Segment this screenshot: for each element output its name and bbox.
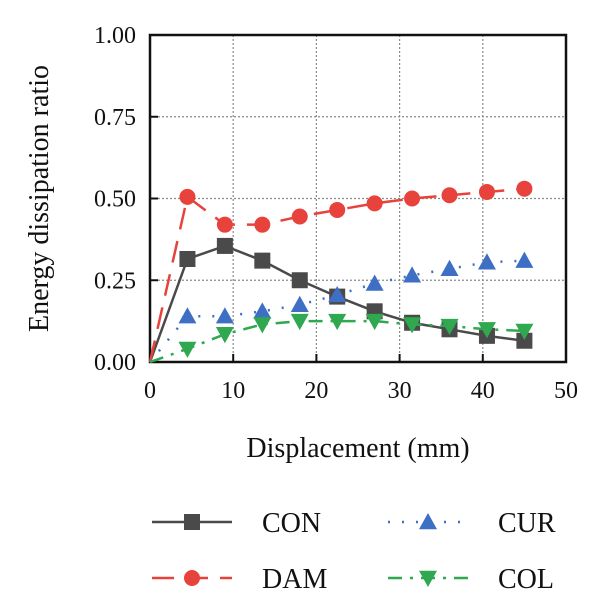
data-point-cur xyxy=(215,307,234,324)
x-tick-label: 10 xyxy=(221,378,245,404)
data-point-cur xyxy=(365,274,384,291)
y-tick-label: 0.75 xyxy=(94,105,136,131)
data-point-con xyxy=(216,237,233,254)
legend-item-dam: DAM xyxy=(152,564,327,595)
series-line-cur xyxy=(149,259,525,363)
legend-marker-cur xyxy=(419,513,437,530)
y-tick-label: 0.25 xyxy=(94,268,136,294)
data-point-dam xyxy=(516,180,533,197)
data-point-cur xyxy=(328,285,347,303)
data-point-con xyxy=(516,332,533,349)
data-point-dam xyxy=(291,208,308,225)
series-line-col xyxy=(149,319,525,364)
data-point-col xyxy=(440,318,459,336)
legend-marker-col xyxy=(419,570,437,587)
x-tick-label: 20 xyxy=(304,378,328,404)
series-cur xyxy=(149,251,534,363)
data-point-con xyxy=(179,250,196,267)
data-point-dam xyxy=(179,188,196,205)
x-tick-label: 50 xyxy=(554,378,578,404)
series-line-dam xyxy=(148,187,525,363)
data-point-cur xyxy=(253,302,272,319)
data-point-col xyxy=(253,317,272,334)
legend-label-cur: CUR xyxy=(498,508,556,539)
legend: CON CUR DAM COL xyxy=(152,508,556,595)
data-point-cur xyxy=(290,295,309,312)
series-dam xyxy=(148,180,533,363)
legend-label-con: CON xyxy=(262,508,321,539)
data-point-cur xyxy=(477,253,496,270)
y-tick-label: 1.00 xyxy=(94,23,136,49)
data-point-col xyxy=(328,313,347,331)
data-point-col xyxy=(477,322,496,339)
legend-item-con: CON xyxy=(152,508,321,539)
data-point-cur xyxy=(403,266,422,283)
data-point-dam xyxy=(254,216,271,233)
data-point-col xyxy=(215,327,234,344)
data-point-dam xyxy=(329,201,346,218)
axes: 0 10 20 30 40 50 0.00 0.25 0.50 0.75 1.00 xyxy=(94,23,578,404)
data-point-dam xyxy=(441,187,458,204)
data-point-col xyxy=(290,313,309,331)
grid xyxy=(150,35,566,362)
data-point-cur xyxy=(515,251,534,268)
data-point-con xyxy=(254,252,271,269)
x-tick-label: 0 xyxy=(144,378,156,404)
data-point-cur xyxy=(440,259,459,277)
series-group xyxy=(148,180,534,364)
data-point-col xyxy=(365,313,384,331)
series-col xyxy=(149,313,534,364)
data-point-dam xyxy=(478,183,495,200)
x-tick-label: 30 xyxy=(388,378,412,404)
data-point-cur xyxy=(178,307,197,324)
data-point-dam xyxy=(216,216,233,233)
legend-item-cur: CUR xyxy=(388,508,556,539)
data-point-col xyxy=(515,323,534,340)
data-point-con xyxy=(291,272,308,289)
legend-marker-con xyxy=(184,514,200,530)
axis-labels: Displacement (mm) Energy dissipation rat… xyxy=(24,65,470,464)
legend-marker-dam xyxy=(184,570,200,586)
y-tick-label: 0.00 xyxy=(94,350,136,376)
y-tick-label: 0.50 xyxy=(94,187,136,213)
legend-label-dam: DAM xyxy=(262,564,327,595)
y-axis-title: Energy dissipation ratio xyxy=(24,65,55,332)
legend-item-col: COL xyxy=(388,564,554,595)
x-axis-title: Displacement (mm) xyxy=(246,433,469,464)
data-point-col xyxy=(178,341,197,358)
data-point-col xyxy=(403,317,422,334)
plot-frame xyxy=(148,33,568,364)
x-tick-label: 40 xyxy=(471,378,495,404)
data-point-dam xyxy=(366,195,383,212)
data-point-dam xyxy=(404,190,421,207)
legend-label-col: COL xyxy=(498,564,554,595)
